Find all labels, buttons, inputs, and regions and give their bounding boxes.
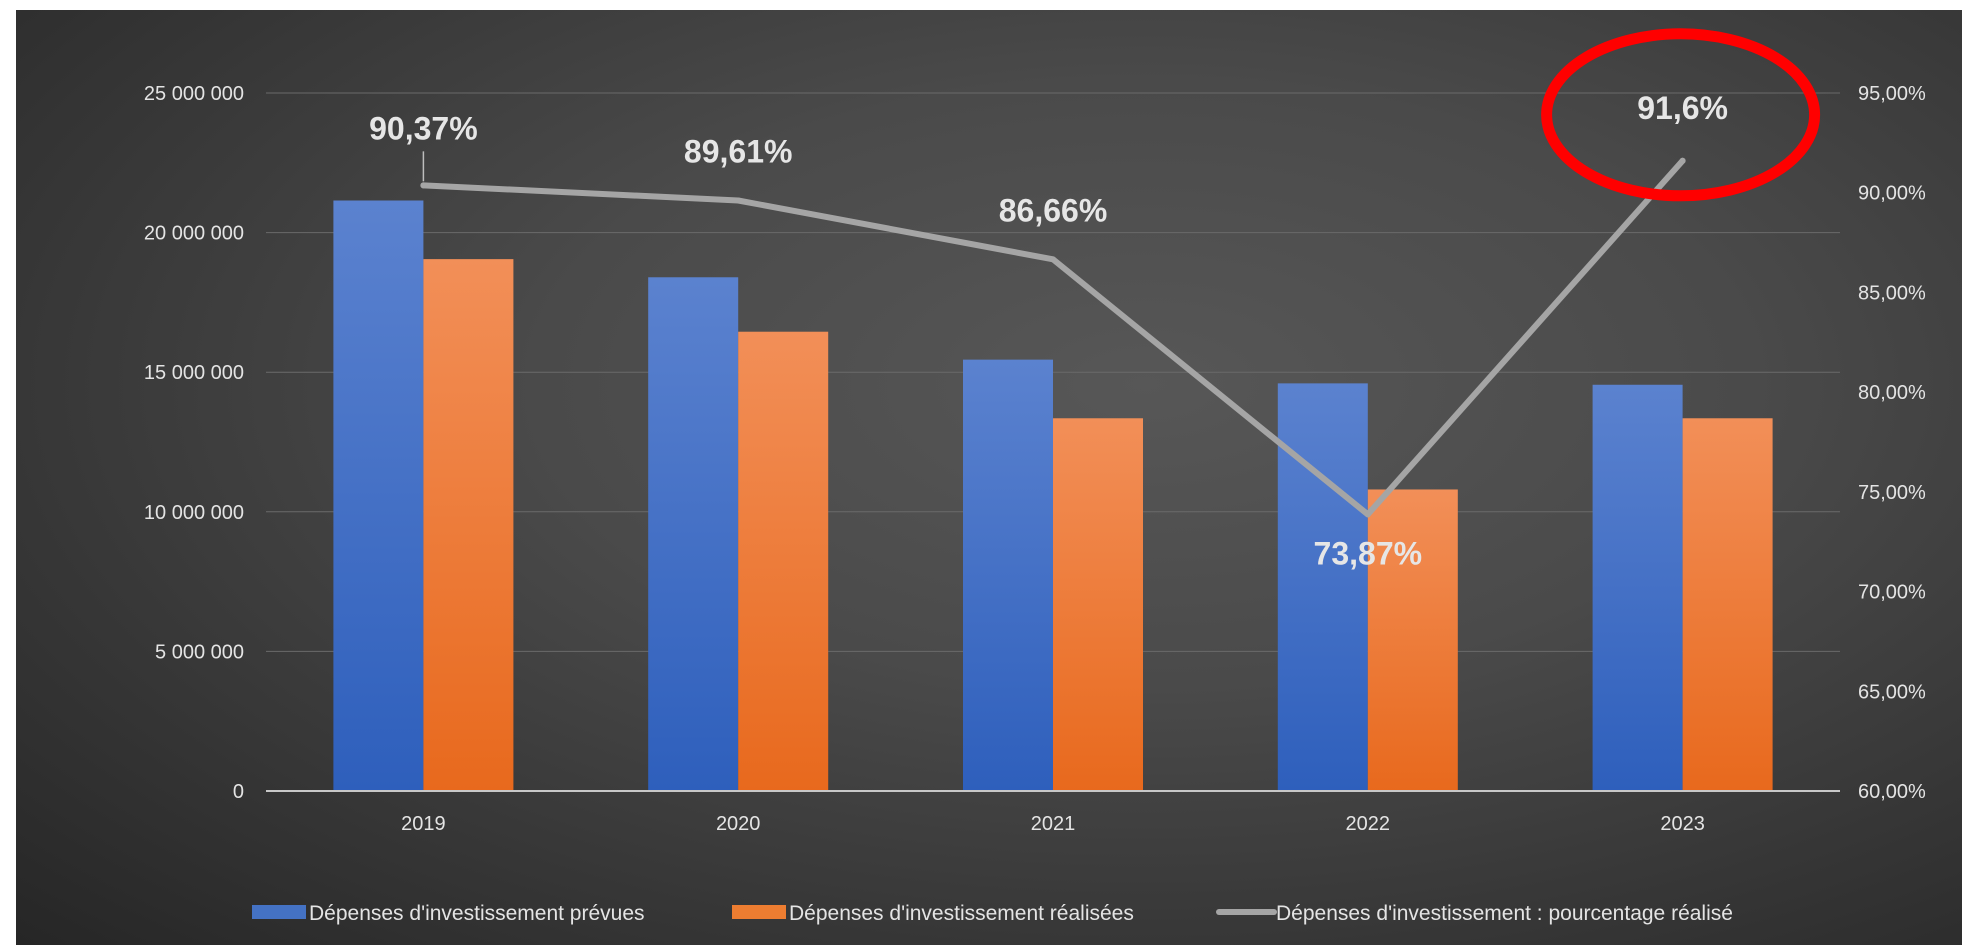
- x-axis-tick-label: 2019: [401, 813, 446, 835]
- left-axis-tick-label: 5 000 000: [155, 641, 244, 663]
- percent-data-label: 73,87%: [1314, 535, 1423, 571]
- right-axis-tick-label: 80,00%: [1858, 382, 1926, 404]
- line-point: [1365, 511, 1371, 517]
- right-axis-tick-label: 70,00%: [1858, 582, 1926, 604]
- right-axis-tick-label: 85,00%: [1858, 282, 1926, 304]
- right-axis-tick-label: 60,00%: [1858, 781, 1926, 803]
- x-axis-tick-label: 2023: [1660, 813, 1705, 835]
- bar-realized: [1053, 418, 1143, 791]
- line-point: [1680, 158, 1686, 164]
- x-axis-tick-label: 2020: [716, 813, 761, 835]
- left-axis: 0 5 000 000 10 000 000 15 000 000 20 000 000…: [144, 83, 244, 803]
- line-point: [420, 182, 426, 188]
- line-point: [735, 197, 741, 203]
- legend-swatch-planned: [252, 905, 306, 919]
- legend: Dépenses d'investissement prévues Dépense…: [252, 902, 1733, 925]
- percent-data-label: 86,66%: [999, 192, 1108, 228]
- right-axis-tick-label: 75,00%: [1858, 482, 1926, 504]
- left-axis-tick-label: 25 000 000: [144, 83, 244, 105]
- line-point: [1050, 256, 1056, 262]
- legend-label-planned: Dépenses d'investissement prévues: [309, 902, 645, 925]
- left-axis-tick-label: 20 000 000: [144, 223, 244, 245]
- bar-planned: [963, 360, 1053, 791]
- bars: [333, 200, 1772, 791]
- percent-data-label: 90,37%: [369, 110, 478, 146]
- bar-realized: [1683, 418, 1773, 791]
- percent-data-label: 89,61%: [684, 133, 793, 169]
- right-axis-tick-label: 95,00%: [1858, 83, 1926, 105]
- right-axis: 60,00% 65,00% 70,00% 75,00% 80,00% 85,00% 90,0…: [1858, 83, 1926, 803]
- left-axis-tick-label: 0: [233, 781, 244, 803]
- x-axis-tick-label: 2022: [1346, 813, 1391, 835]
- x-axis-tick-label: 2021: [1031, 813, 1076, 835]
- bar-realized: [738, 332, 828, 791]
- legend-label-percentage: Dépenses d'investissement : pourcentage …: [1276, 902, 1733, 925]
- right-axis-tick-label: 90,00%: [1858, 183, 1926, 205]
- x-axis: 2019 2020 2021 2022 2023: [401, 813, 1705, 835]
- bar-planned: [648, 277, 738, 791]
- percent-data-label: 91,6%: [1637, 90, 1728, 126]
- bar-realized: [423, 259, 513, 791]
- left-axis-tick-label: 10 000 000: [144, 502, 244, 524]
- bar-planned: [1278, 383, 1368, 791]
- legend-label-realized: Dépenses d'investissement réalisées: [789, 902, 1134, 925]
- right-axis-tick-label: 65,00%: [1858, 681, 1926, 703]
- left-axis-tick-label: 15 000 000: [144, 362, 244, 384]
- bar-planned: [1593, 385, 1683, 791]
- legend-swatch-realized: [732, 905, 786, 919]
- bar-planned: [333, 200, 423, 791]
